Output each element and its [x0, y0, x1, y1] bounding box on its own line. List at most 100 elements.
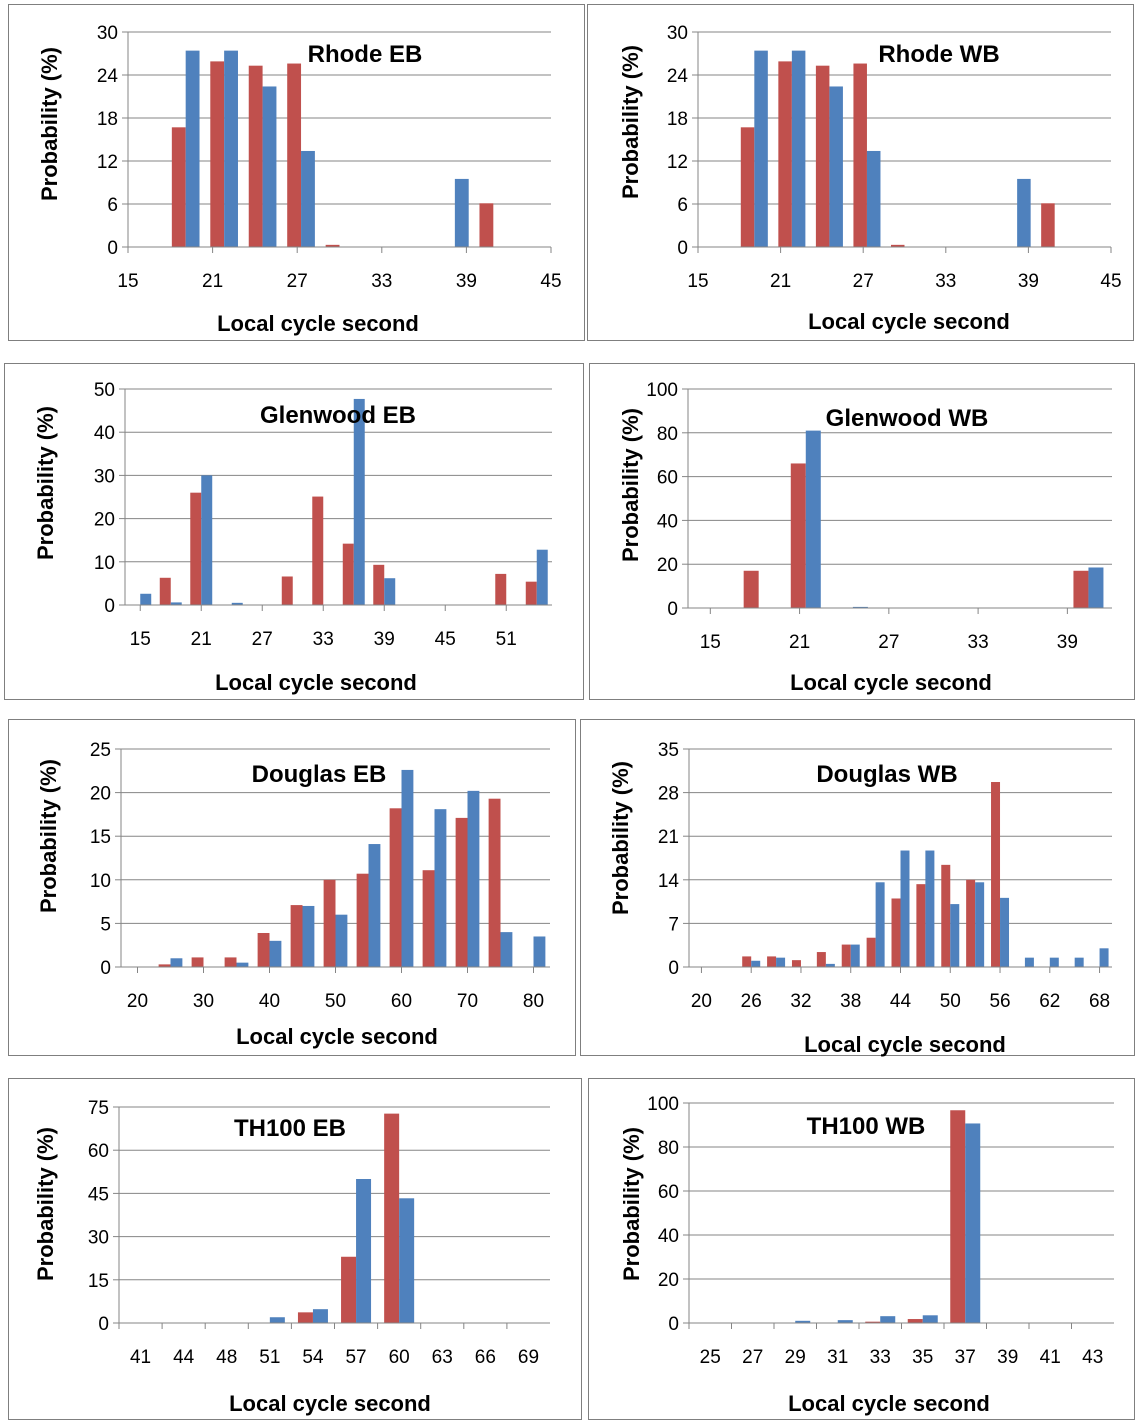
bar-series-1 [158, 964, 171, 967]
x-tick-label: 60 [389, 1347, 410, 1368]
y-tick-label: 6 [677, 195, 688, 216]
bar-series-1 [841, 944, 851, 967]
chart-svg: 0 6 12 18 24 30 15 21 27 33 39 45 Rhode EB Local cycl… [37, 23, 562, 336]
bar-series-1 [422, 870, 435, 967]
bar-series-2 [1017, 178, 1031, 247]
bar-series-2 [825, 963, 835, 967]
x-tick-label: 45 [1100, 271, 1121, 292]
y-tick-label: 60 [658, 1182, 679, 1203]
y-tick-label: 20 [94, 510, 115, 531]
chart-title: TH100 WB [807, 1113, 926, 1140]
bar-series-1 [816, 952, 826, 967]
x-axis-title: Local cycle second [804, 1032, 1006, 1057]
y-tick-label: 0 [107, 238, 118, 259]
y-tick-label: 7 [668, 914, 679, 935]
bar-series-1 [257, 932, 270, 967]
chart-svg: 0 15 30 45 60 75 41 44 48 51 54 57 60 63 66 69 TH100 EB L… [33, 1098, 550, 1416]
y-tick-label: 40 [94, 423, 115, 444]
y-tick-label: 20 [658, 1270, 679, 1291]
bar-series-1 [1073, 570, 1089, 608]
bar-series-1 [791, 960, 801, 967]
bar-series-1 [991, 782, 1001, 967]
x-tick-label: 21 [191, 629, 212, 650]
x-tick-label: 66 [475, 1347, 496, 1368]
x-tick-label: 44 [173, 1347, 195, 1368]
bar-series-1 [384, 1113, 400, 1323]
y-axis-title: Probability (%) [618, 408, 643, 562]
bar-series-1 [171, 127, 186, 247]
chart-panel: 0 7 14 21 28 35 20 26 32 38 44 50 56 62 68 Douglas WB Lo… [580, 719, 1135, 1057]
bar-series-1 [248, 65, 263, 247]
x-axis-title: Local cycle second [236, 1024, 438, 1049]
chart-svg: 0 5 10 15 20 25 20 30 40 50 60 70 80 Douglas EB Local … [36, 740, 550, 1049]
bar-series-1 [815, 65, 830, 247]
x-tick-label: 27 [853, 271, 874, 292]
x-tick-label: 57 [345, 1347, 366, 1368]
x-tick-label: 29 [785, 1347, 806, 1368]
bar-series-2 [368, 844, 381, 967]
bar-series-2 [866, 150, 881, 247]
x-tick-label: 15 [117, 271, 138, 292]
y-axis-title: Probability (%) [37, 47, 62, 201]
bar-series-2 [399, 1198, 415, 1323]
bar-series-2 [965, 1123, 981, 1323]
bar-series-2 [533, 936, 546, 967]
bar-series-2 [950, 904, 960, 967]
y-axis-title: Probability (%) [33, 1127, 58, 1281]
x-tick-label: 45 [435, 629, 456, 650]
bar-series-1 [191, 957, 204, 967]
y-tick-label: 24 [667, 66, 689, 87]
x-tick-label: 33 [313, 629, 334, 650]
x-axis-title: Local cycle second [808, 309, 1010, 334]
bar-series-1 [740, 127, 755, 247]
chart-panel: 0 20 40 60 80 100 15 21 27 33 39 Glenwood WB Local c… [589, 363, 1135, 700]
x-tick-label: 39 [1018, 271, 1039, 292]
x-tick-label: 39 [456, 271, 477, 292]
y-tick-label: 0 [104, 596, 115, 617]
chart-title: Douglas EB [252, 761, 387, 788]
bar-series-1 [342, 543, 354, 605]
y-tick-label: 15 [90, 827, 111, 848]
bar-series-2 [805, 430, 821, 608]
y-tick-label: 0 [667, 599, 678, 620]
bar-series-2 [262, 86, 277, 247]
bar-series-2 [925, 850, 935, 967]
x-tick-label: 51 [496, 629, 517, 650]
chart-panel: 0 6 12 18 24 30 15 21 27 33 39 45 Rhode WB Local cycl… [587, 4, 1134, 341]
x-tick-label: 80 [523, 991, 544, 1012]
bar-series-1 [891, 898, 901, 967]
bar-series-1 [389, 808, 402, 967]
y-tick-label: 30 [88, 1228, 109, 1249]
x-tick-label: 51 [259, 1347, 280, 1368]
bar-series-1 [853, 63, 867, 248]
x-tick-label: 35 [912, 1347, 933, 1368]
bar-series-2 [1000, 897, 1010, 967]
chart-svg: 0 20 40 60 80 100 25 27 29 31 33 35 37 39 41 43 TH100 WB… [619, 1094, 1114, 1416]
x-tick-label: 39 [997, 1347, 1018, 1368]
x-tick-label: 60 [391, 991, 412, 1012]
y-tick-label: 0 [98, 1314, 109, 1335]
bar-series-2 [1049, 957, 1059, 967]
bar-series-2 [301, 150, 315, 247]
x-tick-label: 27 [742, 1347, 763, 1368]
x-tick-label: 50 [940, 991, 961, 1012]
chart-svg: 0 6 12 18 24 30 15 21 27 33 39 45 Rhode WB Local cycl… [618, 23, 1122, 334]
y-tick-label: 40 [657, 511, 678, 532]
chart-svg: 0 20 40 60 80 100 15 21 27 33 39 Glenwood WB Local c… [618, 380, 1112, 695]
y-tick-label: 10 [90, 871, 111, 892]
chart-panel: 0 5 10 15 20 25 20 30 40 50 60 70 80 Douglas EB Local … [8, 719, 576, 1056]
y-tick-label: 25 [90, 740, 111, 761]
bar-series-2 [170, 958, 183, 967]
bar-series-2 [231, 602, 243, 605]
chart-title: TH100 EB [234, 1115, 346, 1142]
x-axis-title: Local cycle second [229, 1391, 431, 1416]
bar-series-1 [287, 63, 302, 248]
y-tick-label: 60 [88, 1141, 109, 1162]
x-tick-label: 63 [432, 1347, 453, 1368]
bar-series-1 [742, 956, 752, 967]
bar-series-2 [140, 593, 152, 605]
bar-series-1 [941, 864, 951, 967]
y-tick-label: 35 [658, 740, 679, 761]
bar-series-2 [384, 578, 396, 605]
bar-series-1 [224, 957, 237, 967]
